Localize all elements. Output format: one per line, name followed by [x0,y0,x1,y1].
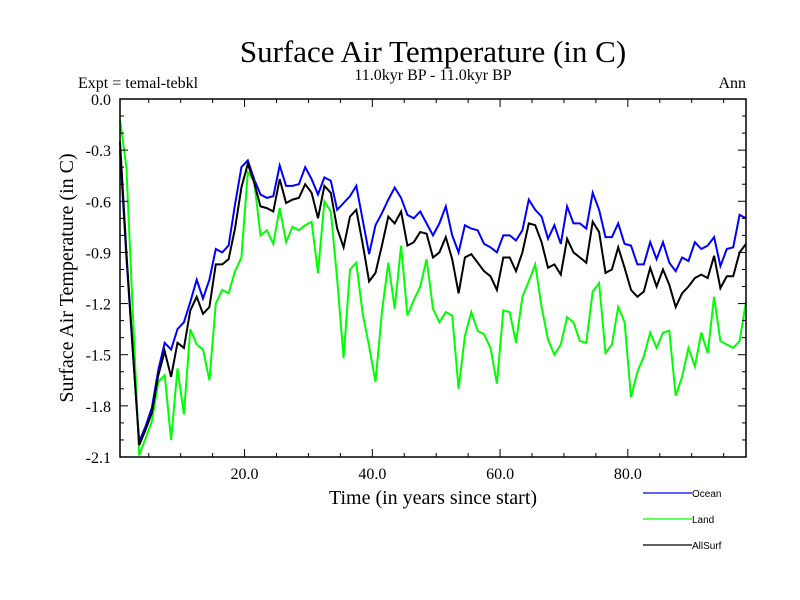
x-tick-label: 80.0 [614,466,642,483]
x-tick-label: 60.0 [486,466,514,483]
legend: Ocean Land AllSurf [643,489,722,552]
x-tick-label: 40.0 [358,466,386,483]
chart-subtitle: 11.0kyr BP - 11.0kyr BP [354,67,511,84]
series-layer [119,119,747,456]
legend-item-ocean: Ocean [643,489,721,500]
legend-item-allsurf: AllSurf [643,541,722,552]
y-axis-label: Surface Air Temperature (in C) [56,153,78,402]
season-label: Ann [718,75,746,92]
series-line-land [119,119,747,456]
axes-layer [119,98,747,458]
y-tick-label: -1.2 [86,297,111,314]
x-axis-label: Time (in years since start) [329,487,537,509]
y-tick-label: -0.6 [86,194,111,211]
y-tick-label: -1.5 [86,348,111,365]
legend-label: Land [692,515,714,526]
series-line-ocean [119,150,747,443]
legend-item-land: Land [643,515,714,526]
y-tick-label: 0.0 [91,92,111,109]
series-line-allsurf [119,141,747,446]
chart-title: Surface Air Temperature (in C) [240,34,626,69]
plot-frame [119,98,747,458]
legend-label: AllSurf [692,541,722,552]
x-tick-label: 20.0 [231,466,259,483]
y-tick-label: -2.1 [86,450,111,467]
y-tick-label: -0.9 [86,245,111,262]
legend-label: Ocean [692,489,721,500]
tick-labels: 20.0 40.0 60.0 80.0 0.0 -0.3 -0.6 -0.9 -1.2 -1.5 -… [86,92,642,483]
y-tick-label: -1.8 [86,399,111,416]
y-tick-label: -0.3 [86,143,111,160]
experiment-label: Expt = temal-tebkl [78,75,199,92]
